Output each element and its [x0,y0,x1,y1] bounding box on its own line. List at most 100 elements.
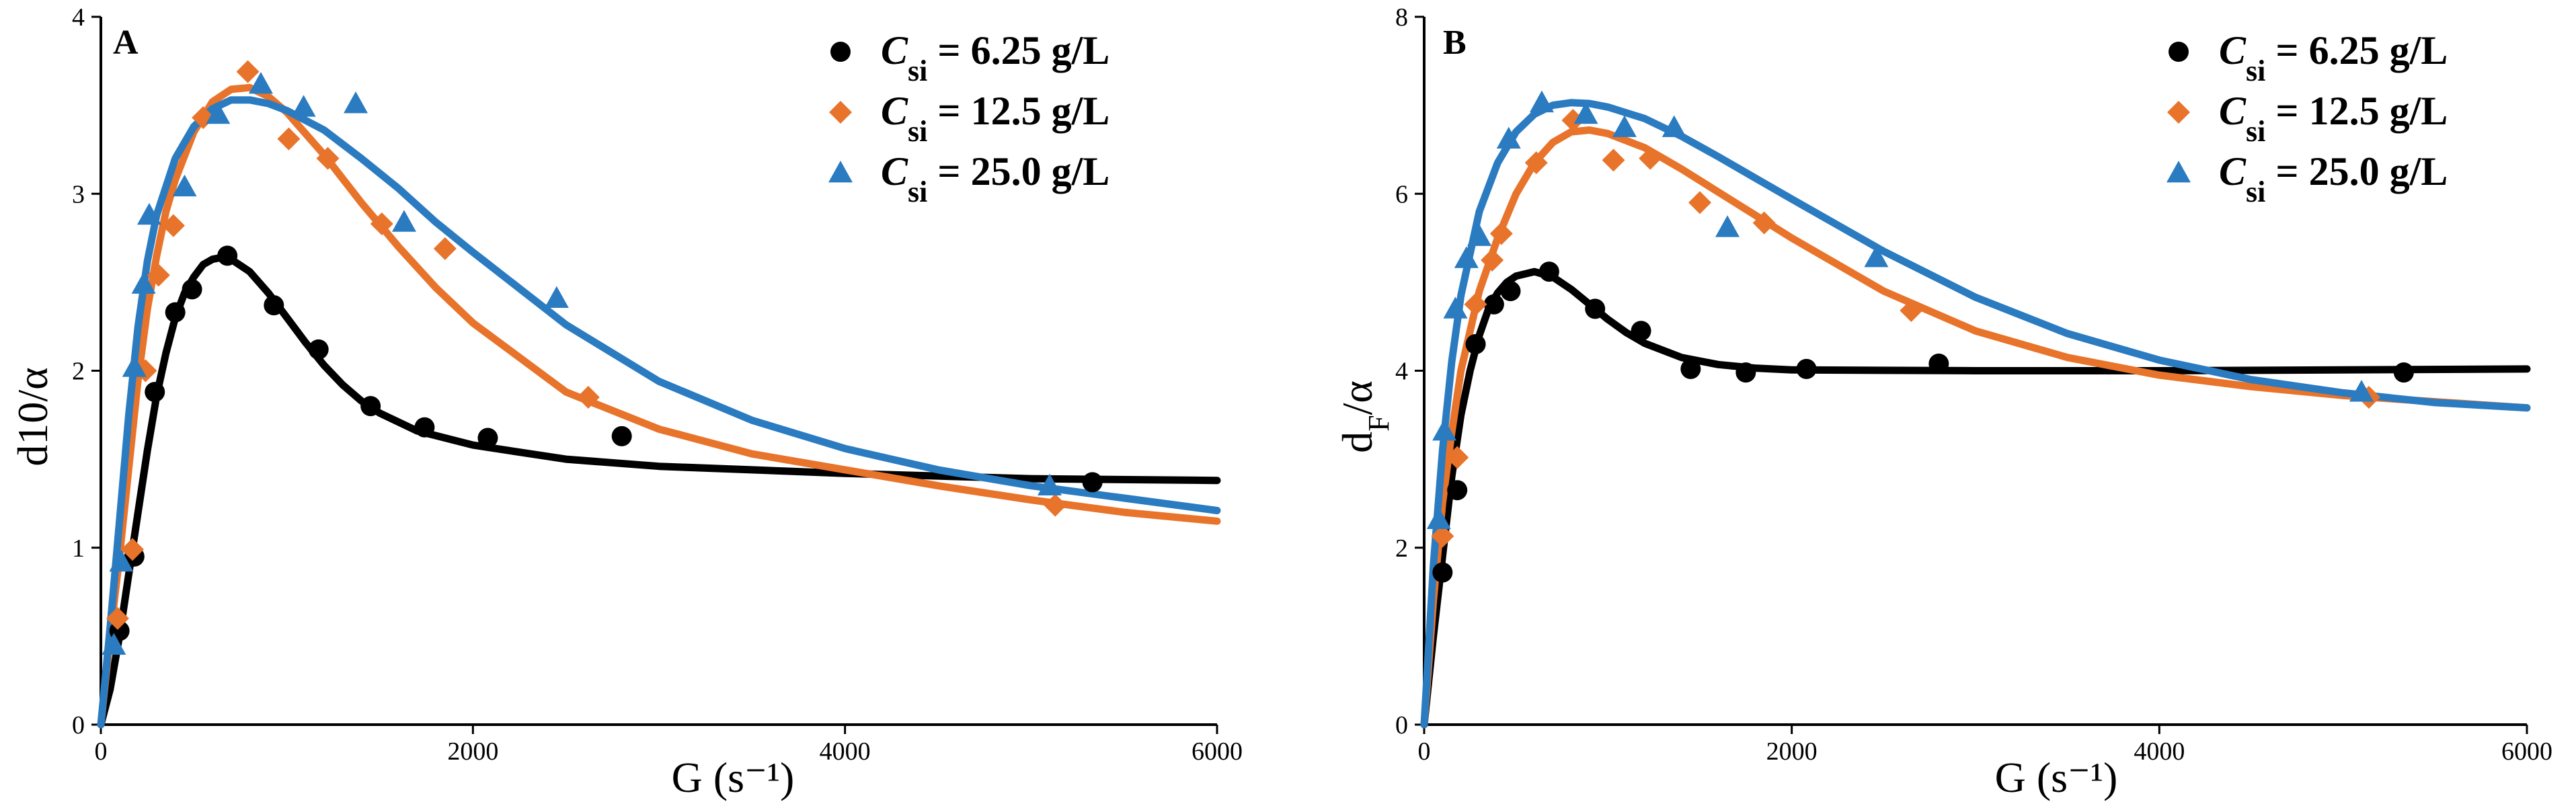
legend-symbol: C [2219,89,2247,133]
data-point-series-1 [1082,472,1103,493]
data-point-series-3 [1454,246,1479,268]
data-point-series-3 [1612,115,1637,137]
legend-marker-series-2 [829,101,852,124]
y-tick-label: 4 [1395,358,1408,386]
data-point-series-2 [1752,211,1776,235]
data-point-series-3 [1662,115,1686,137]
legend-marker-series-3 [828,161,853,183]
y-tick-label: 8 [1395,3,1408,32]
data-point-series-3 [109,549,134,572]
legend-subscript: si [2246,115,2265,148]
data-point-series-3 [206,102,231,124]
y-axis-title-rest: /α [1333,380,1381,415]
data-point-series-3 [1573,102,1598,124]
fit-curve-series-2 [1420,126,2531,729]
data-point-series-1 [1432,562,1453,583]
y-tick-label: 2 [72,358,85,386]
legend-marker-series-1 [830,42,851,62]
data-point-series-3 [1496,126,1521,149]
legend-symbol: C [881,89,908,133]
data-point-series-1 [1631,321,1651,341]
data-point-series-3 [1467,224,1491,246]
legend-label-series-2: Csi = 12.5 g/L [2219,89,2448,148]
data-point-series-3 [391,210,416,232]
legend-label-series-3: Csi = 25.0 g/L [881,149,1109,208]
legend-rest: = 25.0 g/L [2265,149,2448,194]
data-point-series-1 [1928,353,1949,374]
x-tick-label: 0 [95,737,108,766]
data-point-series-3 [2349,380,2374,402]
data-point-series-3 [1715,215,1740,237]
data-point-series-1 [360,396,381,417]
data-point-series-2 [106,607,129,631]
data-point-series-2 [1524,151,1548,175]
data-point-series-3 [291,95,316,117]
data-point-series-3 [1038,473,1062,496]
legend-symbol: C [881,149,908,194]
data-point-series-1 [308,339,329,360]
y-tick-label: 0 [72,711,85,739]
legend-subscript: si [2246,54,2265,87]
x-tick-label: 4000 [820,737,871,766]
y-tick-label: 3 [72,180,85,208]
y-tick-label: 6 [1395,180,1408,208]
y-tick-label: 0 [1395,711,1408,739]
legend-label-series-3: Csi = 25.0 g/L [2219,149,2448,208]
data-point-series-2 [1446,446,1469,469]
data-point-series-3 [136,202,161,225]
data-point-series-2 [370,212,393,236]
data-point-series-2 [1602,149,1625,172]
legend-label-series-1: Csi = 6.25 g/L [881,28,1109,87]
data-point-series-2 [277,127,301,151]
legend-subscript: si [908,54,927,87]
data-point-series-3 [172,174,197,197]
data-point-series-2 [1431,524,1454,548]
data-point-series-2 [1489,222,1513,245]
data-point-series-1 [264,295,284,316]
y-tick-label: 2 [1395,534,1408,563]
data-point-series-1 [165,302,186,323]
legend-rest: = 12.5 g/L [2265,89,2448,133]
data-point-series-2 [1639,147,1662,170]
panel-label: B [1443,24,1467,62]
data-point-series-1 [1538,261,1559,282]
y-axis-title-sub: F [1362,415,1395,431]
data-point-series-3 [1443,296,1468,319]
data-point-series-2 [1561,109,1585,132]
data-point-series-1 [477,428,498,448]
y-axis-title-main: d [1333,432,1381,453]
data-point-series-3 [248,72,273,94]
y-axis-title: d10/α [9,367,56,466]
data-point-series-1 [1500,281,1521,302]
data-point-series-3 [1426,507,1451,530]
data-point-series-1 [1483,294,1504,315]
fit-curve-series-3 [97,96,1221,729]
x-tick-label: 2000 [447,737,498,766]
y-axis-title: dF/α [1333,380,1395,453]
legend-rest: = 12.5 g/L [927,89,1109,133]
data-point-series-3 [102,633,126,655]
data-point-series-2 [1044,493,1067,517]
data-point-series-2 [161,214,185,237]
y-tick-label: 4 [72,3,85,32]
legend-symbol: C [2219,149,2247,194]
x-tick-label: 2000 [1766,737,1818,766]
data-point-series-2 [1900,298,1923,322]
data-point-series-3 [131,272,156,294]
data-point-series-1 [1447,480,1468,501]
data-point-series-1 [414,417,435,438]
legend-label-series-1: Csi = 6.25 g/L [2219,28,2448,87]
legend-rest: = 6.25 g/L [927,28,1109,73]
data-point-series-3 [1864,245,1889,268]
data-point-series-1 [2393,362,2414,383]
data-point-series-1 [1796,358,1817,379]
legend-marker-series-2 [2167,101,2190,124]
data-point-series-1 [1465,334,1486,355]
data-point-series-3 [122,355,147,377]
legend-rest: = 6.25 g/L [2265,28,2448,73]
data-point-series-2 [316,147,340,170]
x-axis-title: G (s⁻¹) [672,754,795,801]
